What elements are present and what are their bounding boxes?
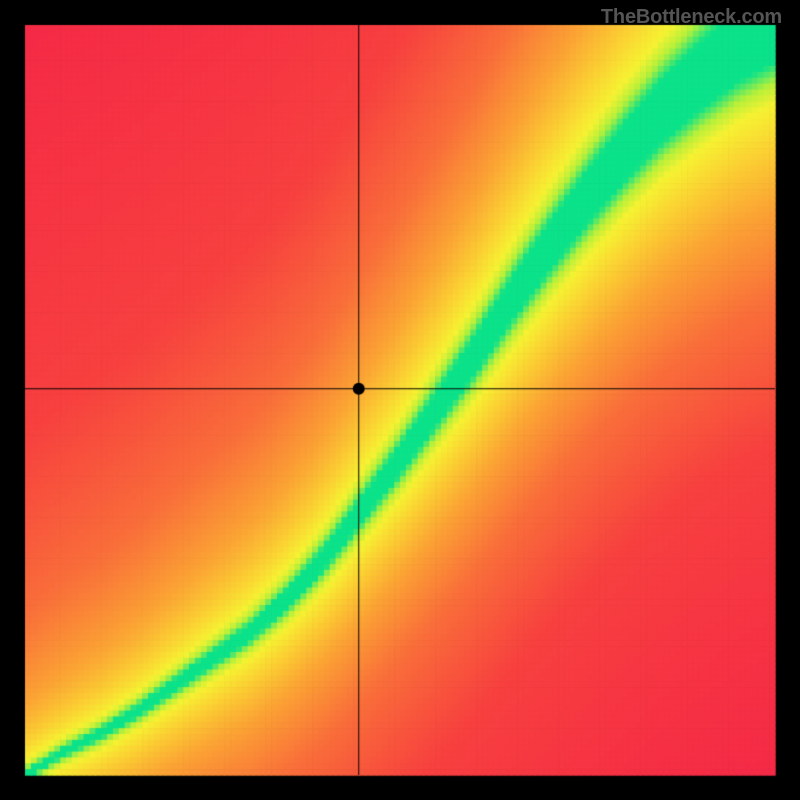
- chart-container: TheBottleneck.com: [0, 0, 800, 800]
- heatmap-canvas: [0, 0, 800, 800]
- watermark-text: TheBottleneck.com: [601, 6, 782, 29]
